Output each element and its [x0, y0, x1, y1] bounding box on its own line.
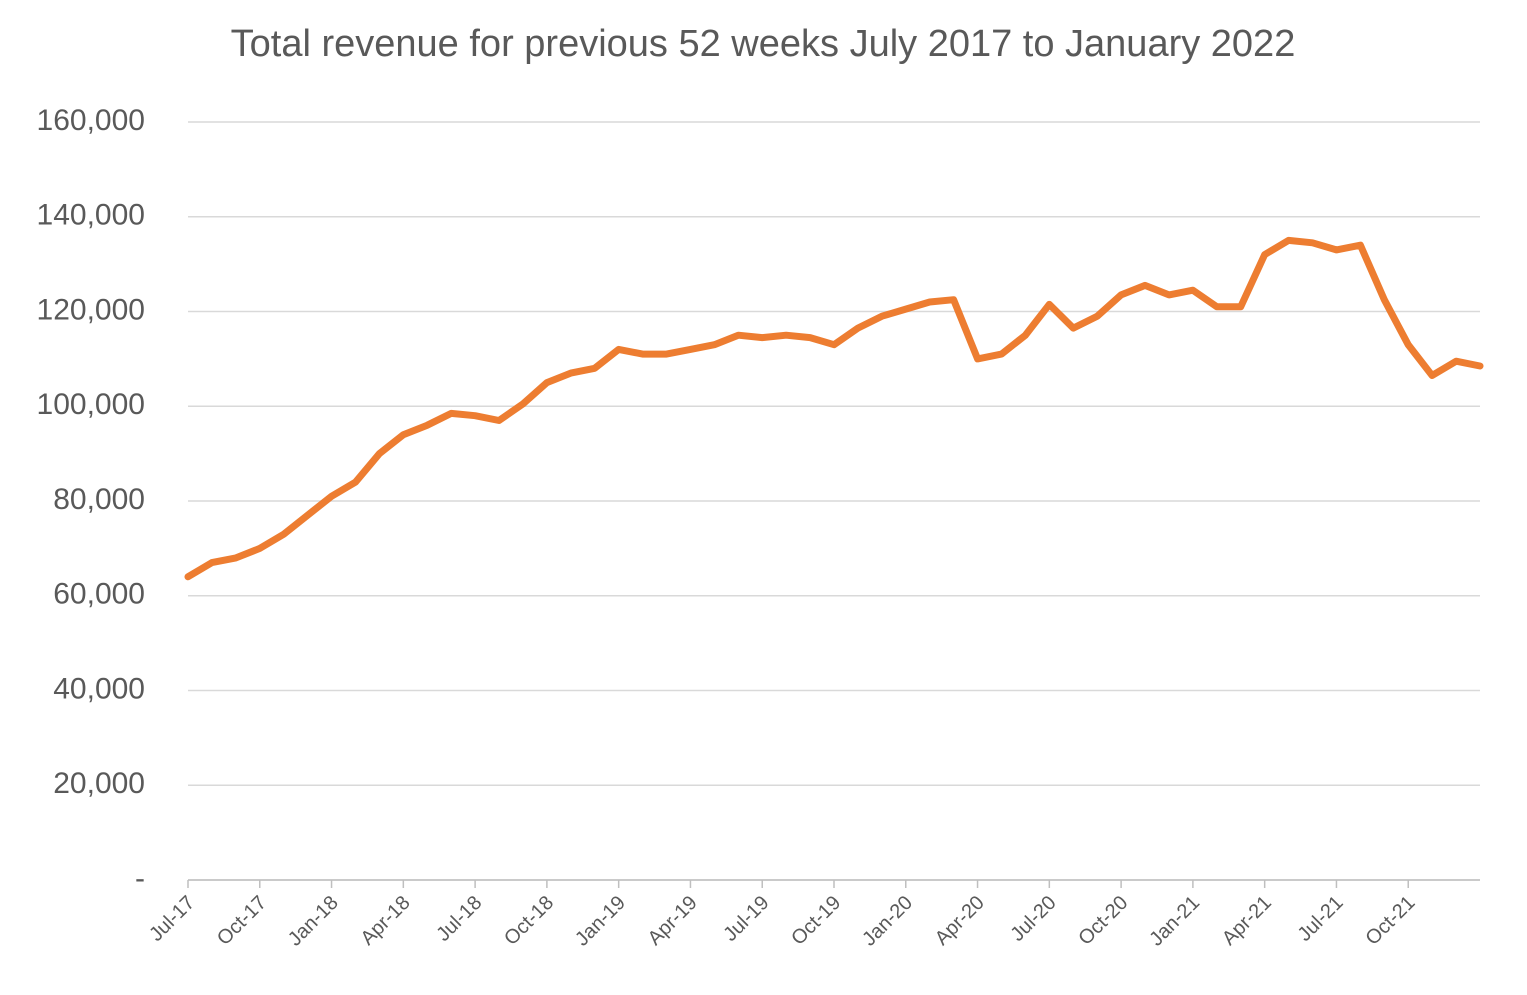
x-tick-label: Jul-20	[1007, 892, 1061, 946]
y-tick-label: 160,000	[37, 104, 145, 137]
x-tick-label: Oct-21	[1361, 892, 1419, 950]
x-tick-label: Jul-19	[719, 892, 773, 946]
x-tick-label: Jul-21	[1294, 892, 1348, 946]
chart-title: Total revenue for previous 52 weeks July…	[231, 23, 1296, 65]
y-tick-label: 80,000	[53, 483, 145, 516]
x-tick-label: Apr-18	[357, 892, 415, 950]
x-tick-label: Jul-18	[432, 892, 486, 946]
y-tick-label: 60,000	[53, 578, 145, 611]
x-tick-label: Apr-20	[931, 892, 989, 950]
y-tick-label: 140,000	[37, 199, 145, 232]
y-tick-label: 120,000	[37, 293, 145, 326]
x-tick-label: Oct-19	[787, 892, 845, 950]
x-tick-label: Apr-19	[644, 892, 702, 950]
y-tick-label: 100,000	[37, 388, 145, 421]
y-tick-label: 40,000	[53, 672, 145, 705]
x-tick-label: Jan-19	[571, 892, 630, 951]
x-tick-label: Oct-17	[213, 892, 271, 950]
x-tick-label: Jan-18	[284, 892, 343, 951]
x-tick-label: Apr-21	[1218, 892, 1276, 950]
y-tick-label: -	[135, 862, 145, 895]
x-tick-label: Jan-21	[1145, 892, 1204, 951]
line-series	[184, 236, 1484, 581]
y-tick-label: 20,000	[53, 767, 145, 800]
x-tick-label: Jul-17	[145, 892, 199, 946]
x-tick-label: Jan-20	[858, 892, 917, 951]
x-tick-label: Oct-18	[500, 892, 558, 950]
x-tick-label: Oct-20	[1074, 892, 1132, 950]
